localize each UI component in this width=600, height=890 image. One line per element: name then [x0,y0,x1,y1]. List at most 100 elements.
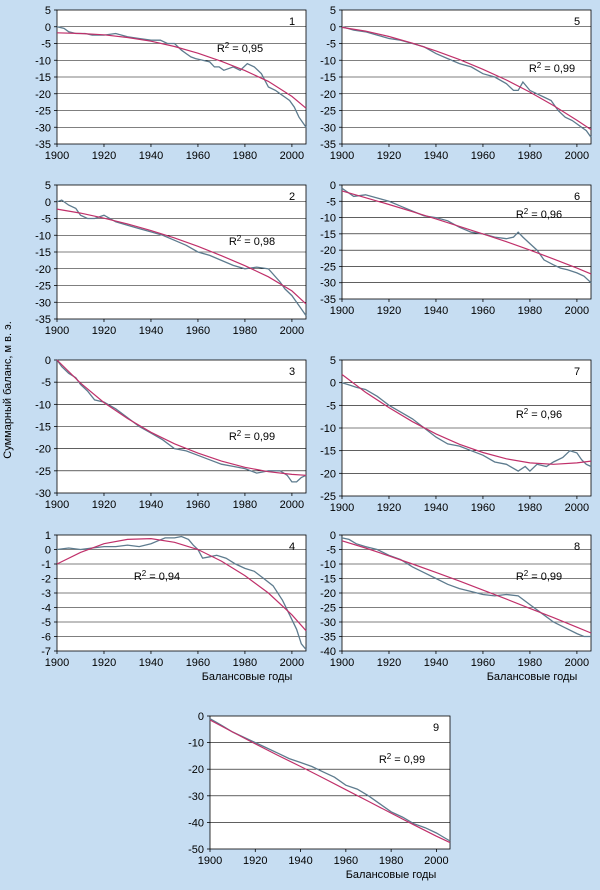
x-tick-label: 1960 [334,855,358,867]
y-tick-label: -15 [35,247,51,259]
y-tick-label: -20 [320,588,336,600]
y-tick-label: -25 [35,281,51,293]
y-tick-label: -10 [188,738,204,750]
y-tick-label: -10 [320,423,336,435]
y-tick-label: -20 [188,764,204,776]
x-tick-label: 2000 [565,150,589,162]
x-tick-label: 1920 [243,855,267,867]
x-tick-label: 1900 [45,499,69,511]
y-tick-label: 5 [330,5,336,17]
y-tick-label: -10 [35,399,51,411]
y-tick-label: -5 [326,39,336,51]
x-tick-label: 1920 [92,325,116,337]
trend-curve [56,32,307,109]
x-tick-label: 2000 [280,657,304,669]
y-tick-label: -15 [320,446,336,458]
y-tick-label: 0 [198,711,204,723]
y-tick-label: 5 [330,355,336,367]
x-tick-label: 1960 [186,499,210,511]
y-tick-label: -25 [35,466,51,478]
y-tick-label: -20 [320,245,336,257]
y-tick-label: 0 [330,530,336,542]
x-tick-label: 1960 [471,150,495,162]
y-tick-label: -50 [188,844,204,856]
x-axis-label: Балансовые годы [202,671,293,683]
y-tick-label: -35 [35,139,51,151]
observed-series-line [341,26,592,138]
y-tick-label: 5 [45,180,51,192]
y-tick-label: 0 [330,378,336,390]
y-tick-label: -30 [320,278,336,290]
r-squared-label: R2 = 0,99 [229,429,275,443]
y-tick-label: -7 [41,646,51,658]
x-tick-label: 1980 [233,657,257,669]
x-tick-label: 2000 [424,855,448,867]
panel-number: 6 [574,191,580,203]
observed-series-line [341,537,591,638]
y-tick-label: -15 [35,72,51,84]
y-tick-label: -35 [35,314,51,326]
y-tick-label: -30 [320,122,336,134]
y-tick-label: -5 [41,377,51,389]
trend-curve [56,537,307,632]
trend-curve [341,374,592,465]
y-tick-label: -15 [35,422,51,434]
y-tick-label: -25 [320,603,336,615]
y-tick-label: -5 [326,545,336,557]
x-tick-label: 1980 [233,499,257,511]
y-tick-label: 0 [330,180,336,192]
y-tick-label: -5 [326,196,336,208]
y-tick-label: -25 [320,261,336,273]
y-tick-label: -15 [320,574,336,586]
x-tick-label: 2000 [565,657,589,669]
x-tick-label: 1980 [518,502,542,514]
x-tick-label: 2000 [565,502,589,514]
x-tick-label: 1960 [186,325,210,337]
x-tick-label: 1960 [186,150,210,162]
x-tick-label: 2000 [280,150,304,162]
y-tick-label: -2 [41,574,51,586]
x-tick-label: 1940 [139,325,163,337]
x-tick-label: 1900 [330,502,354,514]
x-tick-label: 2000 [280,325,304,337]
x-tick-label: 1940 [424,305,448,317]
trend-curve [341,540,592,634]
x-tick-label: 1900 [45,325,69,337]
y-tick-label: -25 [320,106,336,118]
x-tick-label: 1900 [198,855,222,867]
y-tick-label: -20 [320,468,336,480]
trend-curve [209,719,451,844]
panel-number: 8 [574,541,580,553]
x-tick-label: 1920 [377,502,401,514]
x-tick-label: 1940 [288,855,312,867]
x-tick-label: 1920 [377,305,401,317]
x-tick-label: 1920 [92,499,116,511]
x-tick-label: 2000 [280,499,304,511]
y-tick-label: -4 [41,603,51,615]
y-tick-label: -30 [35,297,51,309]
panel-number: 7 [574,366,580,378]
r-squared-label: R2 = 0,99 [379,752,425,766]
x-tick-label: 1980 [518,305,542,317]
plot-area [209,715,451,850]
x-tick-label: 1940 [424,150,448,162]
x-tick-label: 1940 [424,657,448,669]
y-tick-label: -35 [320,632,336,644]
panel-number: 3 [289,366,295,378]
x-tick-label: 1920 [377,150,401,162]
x-tick-label: 2000 [565,305,589,317]
y-tick-label: -30 [35,488,51,500]
x-tick-label: 1900 [45,150,69,162]
y-tick-label: -25 [320,491,336,503]
y-tick-label: 0 [330,22,336,34]
x-tick-label: 1900 [45,657,69,669]
y-tick-label: -20 [35,444,51,456]
trend-curve [341,190,592,275]
y-axis-label: Суммарный баланс, м в. э. [2,321,14,459]
x-tick-label: 1940 [139,150,163,162]
y-tick-label: 5 [45,5,51,17]
x-tick-label: 1980 [233,150,257,162]
